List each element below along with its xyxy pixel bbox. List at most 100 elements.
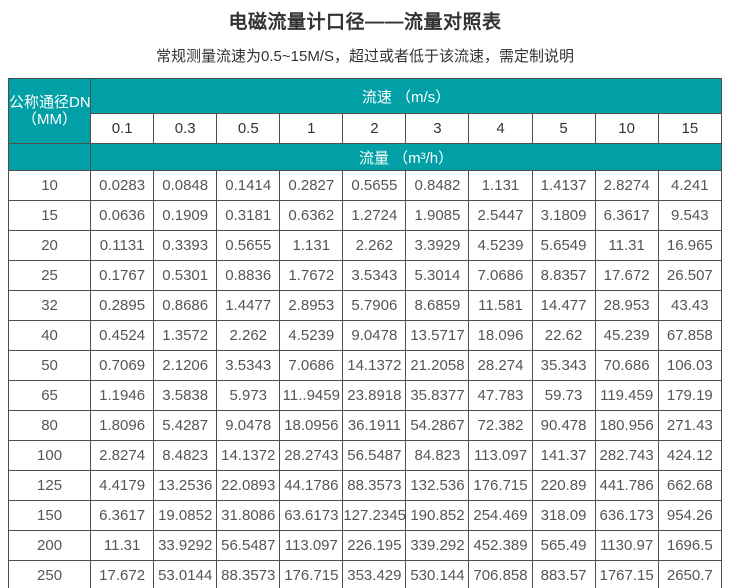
- flow-value-cell: 18.096: [468, 320, 533, 351]
- dn-cell: 25: [7, 260, 92, 291]
- flow-value-cell: 0.0283: [90, 170, 155, 201]
- flow-value-cell: 254.469: [468, 500, 533, 531]
- flow-value-cell: 282.743: [594, 440, 659, 471]
- dn-cell: 100: [7, 440, 92, 471]
- flow-value-cell: 8.4823: [153, 440, 218, 471]
- flow-value-cell: 88.3573: [342, 470, 407, 501]
- flow-value-cell: 1.3572: [153, 320, 218, 351]
- flow-value-cell: 0.0636: [90, 200, 155, 231]
- flow-value-cell: 59.73: [531, 380, 596, 411]
- flow-value-cell: 424.12: [657, 440, 723, 471]
- table-row: 250 17.672 53.0144 88.3573 176.715 353.429 530…: [7, 560, 723, 588]
- flow-value-cell: 54.2867: [405, 410, 470, 441]
- flow-value-cell: 35.8377: [405, 380, 470, 411]
- flow-value-cell: 72.382: [468, 410, 533, 441]
- flow-value-cell: 36.1911: [342, 410, 407, 441]
- flow-value-cell: 3.5343: [342, 260, 407, 291]
- flow-value-cell: 2.5447: [468, 200, 533, 231]
- flow-value-cell: 883.57: [531, 560, 596, 588]
- velocity-column-header: 0.3: [153, 113, 218, 144]
- flow-value-cell: 28.953: [594, 290, 659, 321]
- flow-value-cell: 1.9085: [405, 200, 470, 231]
- flow-value-cell: 63.6173: [279, 500, 344, 531]
- flow-value-cell: 2.262: [216, 320, 281, 351]
- flow-value-cell: 132.536: [405, 470, 470, 501]
- dn-cell: 125: [7, 470, 92, 501]
- flow-value-cell: 28.274: [468, 350, 533, 381]
- flow-value-cell: 70.686: [594, 350, 659, 381]
- flow-value-cell: 35.343: [531, 350, 596, 381]
- flow-value-cell: 13.5717: [405, 320, 470, 351]
- flow-value-cell: 18.0956: [279, 410, 344, 441]
- flow-value-cell: 0.7069: [90, 350, 155, 381]
- flow-value-cell: 0.2895: [90, 290, 155, 321]
- flow-value-cell: 11..9459: [279, 380, 344, 411]
- flow-value-cell: 84.823: [405, 440, 470, 471]
- velocity-column-header: 4: [468, 113, 533, 144]
- dn-cell: 200: [7, 530, 92, 561]
- flow-value-cell: 13.2536: [153, 470, 218, 501]
- table-row: 15 0.0636 0.1909 0.3181 0.6362 1.2724 1.9085 2.…: [7, 200, 723, 231]
- flow-value-cell: 5.973: [216, 380, 281, 411]
- flow-value-cell: 441.786: [594, 470, 659, 501]
- flow-value-cell: 662.68: [657, 470, 723, 501]
- flow-value-cell: 2.8953: [279, 290, 344, 321]
- dn-cell: 50: [7, 350, 92, 381]
- flow-value-cell: 22.0893: [216, 470, 281, 501]
- flow-value-cell: 5.7906: [342, 290, 407, 321]
- flow-value-cell: 17.672: [90, 560, 155, 588]
- flow-value-cell: 190.852: [405, 500, 470, 531]
- flow-value-cell: 9.0478: [342, 320, 407, 351]
- flow-value-cell: 11.31: [594, 230, 659, 261]
- flow-value-cell: 8.6859: [405, 290, 470, 321]
- flow-value-cell: 0.1767: [90, 260, 155, 291]
- flow-value-cell: 0.6362: [279, 200, 344, 231]
- velocity-column-header: 1: [279, 113, 344, 144]
- velocity-group-header: 流速 （m/s）: [90, 78, 722, 114]
- flow-value-cell: 0.1909: [153, 200, 218, 231]
- flow-value-cell: 4.5239: [468, 230, 533, 261]
- flow-value-cell: 636.173: [594, 500, 659, 531]
- flow-value-cell: 4.5239: [279, 320, 344, 351]
- flow-value-cell: 43.43: [657, 290, 723, 321]
- flow-value-cell: 4.4179: [90, 470, 155, 501]
- flow-value-cell: 90.478: [531, 410, 596, 441]
- flow-value-cell: 176.715: [468, 470, 533, 501]
- flow-value-cell: 1696.5: [657, 530, 723, 561]
- flow-value-cell: 1.1946: [90, 380, 155, 411]
- flow-value-cell: 176.715: [279, 560, 344, 588]
- flow-group-row: 流量 （m³/h）: [7, 143, 722, 171]
- flow-value-cell: 47.783: [468, 380, 533, 411]
- page-subtitle: 常规测量流速为0.5~15M/S，超过或者低于该流速，需定制说明: [156, 48, 574, 65]
- flow-value-cell: 0.5301: [153, 260, 218, 291]
- flow-value-cell: 22.62: [531, 320, 596, 351]
- flow-value-cell: 5.3014: [405, 260, 470, 291]
- corner-empty-cell: [7, 143, 92, 171]
- flow-value-cell: 1.7672: [279, 260, 344, 291]
- flow-value-cell: 0.8836: [216, 260, 281, 291]
- flow-value-cell: 3.5343: [216, 350, 281, 381]
- flow-value-cell: 180.956: [594, 410, 659, 441]
- flow-value-cell: 271.43: [657, 410, 723, 441]
- flow-value-cell: 2.8274: [594, 170, 659, 201]
- flow-value-cell: 226.195: [342, 530, 407, 561]
- flow-value-cell: 1767.15: [594, 560, 659, 588]
- velocity-column-header: 10: [594, 113, 659, 144]
- velocity-column-header: 2: [342, 113, 407, 144]
- flow-value-cell: 2650.7: [657, 560, 723, 588]
- flow-value-cell: 19.0852: [153, 500, 218, 531]
- flow-value-cell: 28.2743: [279, 440, 344, 471]
- flow-value-cell: 113.097: [468, 440, 533, 471]
- corner-header-line2: （MM）: [22, 111, 78, 128]
- flow-value-cell: 0.3181: [216, 200, 281, 231]
- flow-value-cell: 318.09: [531, 500, 596, 531]
- flow-value-cell: 1.2724: [342, 200, 407, 231]
- flow-value-cell: 0.8482: [405, 170, 470, 201]
- flow-value-cell: 1.8096: [90, 410, 155, 441]
- flow-value-cell: 5.4287: [153, 410, 218, 441]
- flow-value-cell: 0.1131: [90, 230, 155, 261]
- flow-value-cell: 3.5838: [153, 380, 218, 411]
- flow-value-cell: 31.8086: [216, 500, 281, 531]
- flow-value-cell: 452.389: [468, 530, 533, 561]
- flow-value-cell: 33.9292: [153, 530, 218, 561]
